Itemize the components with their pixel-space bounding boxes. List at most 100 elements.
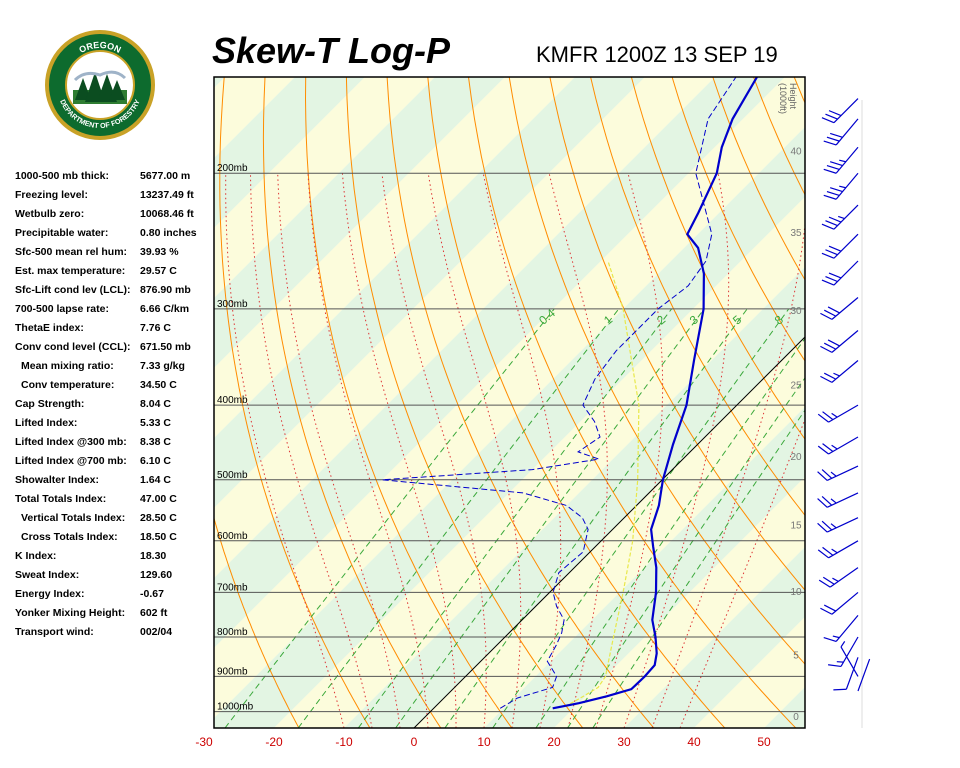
wind-barb — [817, 436, 859, 455]
index-value: 29.57 C — [140, 265, 177, 277]
index-value: 47.00 C — [140, 493, 177, 505]
index-value: 671.50 mb — [140, 341, 191, 353]
wind-barb-flag — [833, 688, 847, 691]
zero-isotherm — [413, 336, 805, 728]
index-value: 13237.49 ft — [140, 189, 194, 201]
wind-barb-flag — [828, 110, 842, 117]
dry-adiabat — [916, 77, 960, 728]
wind-barb-staff — [840, 646, 859, 677]
wind-barb — [817, 492, 859, 508]
height-tick-label: 20 — [790, 452, 802, 463]
index-label: Sweat Index: — [15, 569, 80, 581]
index-value: 10068.46 ft — [140, 208, 194, 220]
index-label: Conv cond level (CCL): — [15, 341, 131, 353]
wind-barb-flag — [821, 279, 835, 286]
height-axis-title: Height — [788, 83, 798, 110]
index-label: Precipitable water: — [15, 227, 109, 239]
wind-barb — [817, 540, 859, 559]
height-tick-label: 0 — [793, 712, 799, 723]
wind-barb-flag — [827, 306, 840, 314]
wind-barb-flag — [817, 549, 829, 559]
temperature-tick-label: -20 — [265, 735, 283, 749]
mixing-ratio-line — [444, 308, 748, 728]
isotherm-band — [214, 77, 805, 718]
index-row: Cap Strength: 8.04 C — [15, 398, 211, 417]
index-label: Yonker Mixing Height: — [15, 607, 126, 619]
wind-barb-flag — [817, 522, 828, 533]
temperature-tick-label: 30 — [617, 735, 631, 749]
isotherm-band — [694, 617, 805, 728]
moist-adiabat — [225, 173, 345, 728]
temperature-tick-label: 0 — [411, 735, 418, 749]
wind-barb-flag — [821, 252, 835, 259]
index-row: Lifted Index @300 mb: 8.38 C — [15, 436, 211, 455]
wind-barb-flag — [820, 312, 833, 320]
wind-barb — [817, 517, 859, 533]
index-value: 34.50 C — [140, 379, 177, 391]
wind-barb-flag — [829, 187, 843, 193]
pressure-label: 800mb — [217, 627, 248, 638]
height-tick-label: 30 — [790, 306, 802, 317]
dry-adiabat — [876, 77, 960, 728]
wind-barb-flag — [828, 664, 842, 668]
wind-barb-half-flag — [838, 215, 845, 220]
index-value: 39.93 % — [140, 246, 179, 258]
index-row: Lifted Index: 5.33 C — [15, 417, 211, 436]
wind-barb-staff — [835, 615, 859, 642]
index-value: 6.66 C/km — [140, 303, 190, 315]
index-value: 8.04 C — [140, 398, 171, 410]
temperature-tick-label: -10 — [335, 735, 353, 749]
index-row: K Index: 18.30 — [15, 550, 211, 569]
index-row: Conv temperature: 34.50 C — [15, 379, 211, 398]
index-value: 7.33 g/kg — [140, 360, 185, 372]
wind-barb-half-flag — [836, 661, 844, 663]
index-label: K Index: — [15, 550, 57, 562]
temperature-tick-label: -30 — [195, 735, 213, 749]
wind-barb-flag — [820, 607, 833, 615]
wind-barb-flag — [822, 411, 834, 421]
height-tick-label: 10 — [790, 587, 802, 598]
index-value: 18.50 C — [140, 531, 177, 543]
wind-barb-staff — [828, 404, 859, 423]
wind-barb — [833, 657, 859, 691]
svg-text:OREGON: OREGON — [77, 40, 122, 55]
height-tick-label: 15 — [790, 521, 802, 532]
mixing-ratio-line — [357, 308, 672, 728]
index-label: Wetbulb zero: — [15, 208, 85, 220]
index-row: Energy Index: -0.67 — [15, 588, 211, 607]
isotherm-band — [214, 127, 805, 728]
index-label: Conv temperature: — [21, 379, 115, 391]
index-row: Lifted Index @700 mb: 6.10 C — [15, 455, 211, 474]
isotherm-band — [764, 687, 805, 728]
pressure-label: 500mb — [217, 470, 248, 481]
wind-barb-staff — [857, 658, 871, 692]
temperature-trace — [552, 77, 758, 710]
wind-barb-staff — [833, 98, 859, 124]
index-row: Freezing level: 13237.49 ft — [15, 189, 211, 208]
moist-adiabat — [651, 219, 805, 728]
mixing-ratio-line — [297, 308, 620, 728]
wind-barb-flag — [817, 413, 829, 423]
station-time: KMFR 1200Z 13 SEP 19 — [536, 42, 778, 67]
wind-barb-flag — [823, 168, 837, 174]
wind-barb — [820, 297, 859, 320]
moist-adiabat — [548, 173, 608, 728]
index-label: 1000-500 mb thick: — [15, 170, 109, 182]
wind-barb-flag — [820, 375, 833, 383]
index-value: 129.60 — [140, 569, 173, 581]
wind-barb-flag — [825, 113, 838, 120]
wind-barb — [840, 641, 859, 677]
index-row: Sfc-Lift cond lev (LCL): 876.90 mb — [15, 284, 211, 303]
index-label: Cross Totals Index: — [21, 531, 118, 543]
wind-barb — [820, 330, 859, 353]
wind-barb-flag — [818, 579, 831, 588]
height-tick-label: 25 — [790, 380, 802, 391]
wind-barb-flag — [817, 471, 828, 481]
wind-barb — [821, 98, 859, 124]
wind-barb-staff — [835, 172, 859, 200]
wind-barb-half-flag — [830, 498, 837, 504]
pressure-label: 1000mb — [217, 702, 254, 713]
wind-barb-flag — [820, 345, 833, 353]
mixing-ratio-line — [567, 377, 805, 728]
